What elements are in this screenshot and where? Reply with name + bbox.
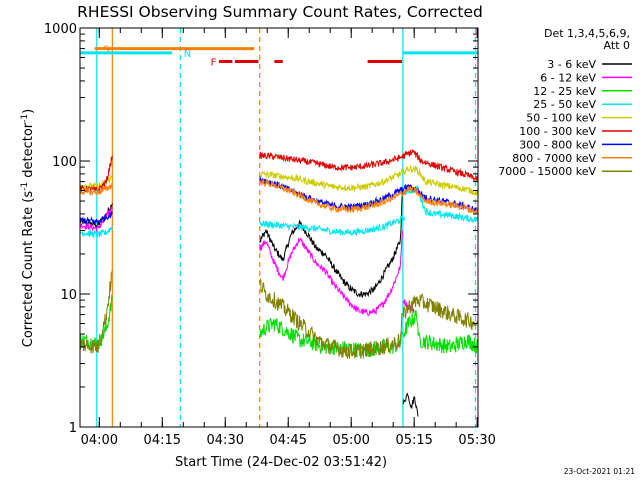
series-800-7000kev [79,178,479,215]
legend-label: 6 - 12 keV [540,71,596,84]
y-tick-label: 1000 [44,22,77,37]
x-tick-label: 05:15 [395,433,432,448]
chart-title: RHESSI Observing Summary Count Rates, Co… [77,3,483,21]
y-axis-ticks: 1 10 100 1000 [44,22,478,436]
y-tick-label: 10 [60,288,77,303]
y-tick-label: 1 [69,421,77,436]
x-axis-ticks: 04:00 04:15 04:30 04:45 05:00 05:15 05:30 [81,28,496,448]
series-6-segment-0 [79,211,113,226]
series-1-segment-1 [259,230,403,317]
x-tick-label: 04:45 [270,433,307,448]
series-1-segment-0 [79,206,113,232]
series-3-segment-1 [259,215,405,237]
series-2-segment-2 [402,310,479,354]
y-axis-label-main: Corrected Count Rate (s [21,191,36,348]
legend-label: 50 - 100 keV [526,112,596,125]
legend-label: 100 - 300 keV [519,125,596,138]
series-4-segment-1 [259,164,479,196]
series-3-segment-0 [79,226,113,239]
series-50-100kev [79,164,479,196]
series-5-segment-1 [259,149,479,183]
y-axis-label-close: ) [21,109,36,114]
x-tick-label: 04:30 [207,433,244,448]
y-axis-label-exp2: -1 [20,114,30,123]
legend-label: 300 - 800 keV [519,138,596,151]
series-8-segment-1 [259,278,403,360]
legend-header-attenuator: Att 0 [604,39,630,52]
y-axis-label-detector: detector [21,122,36,182]
x-tick-label: 05:00 [332,433,369,448]
legend-label: 3 - 6 keV [547,58,596,71]
series-0-segment-2 [402,393,419,417]
series-8-segment-2 [402,292,479,331]
legend-header-detectors: Det 1,3,4,5,6,9, [544,27,630,40]
series-8-segment-0 [79,270,113,354]
timestamp: 23-Oct-2021 01:21 [564,467,635,476]
y-axis-label-exp1: -1 [20,182,30,191]
x-axis-label: Start Time (24-Dec-02 03:51:42) [175,455,387,470]
x-tick-label: 04:00 [81,433,118,448]
x-tick-label: 04:15 [144,433,181,448]
flag-label-s: S [103,45,109,56]
legend-label: 7000 - 15000 keV [498,165,596,178]
series-7-segment-0 [79,181,113,196]
plot-area: S N F 1 10 100 1000 04:00 04:15 04:30 04:45 05:00 05… [44,22,496,448]
y-tick-label: 100 [52,155,77,170]
x-tick-label: 05:30 [458,433,495,448]
legend-label: 25 - 50 keV [533,98,596,111]
flag-label-n: N [184,49,191,60]
series-3-segment-2 [404,185,479,224]
series-4-segment-0 [79,174,113,192]
series-2-segment-1 [259,317,403,358]
series-7-segment-1 [259,178,479,215]
y-axis-label: Corrected Count Rate (s-1 detector-1) [20,109,36,347]
legend-label: 12 - 25 keV [533,85,596,98]
series-25-50kev [79,185,479,239]
plot-frame [79,27,479,428]
legend-label: 800 - 7000 keV [512,152,596,165]
series-7000-15000kev [79,270,479,360]
flare-label: F [211,57,217,68]
series-0-segment-1 [259,190,403,299]
